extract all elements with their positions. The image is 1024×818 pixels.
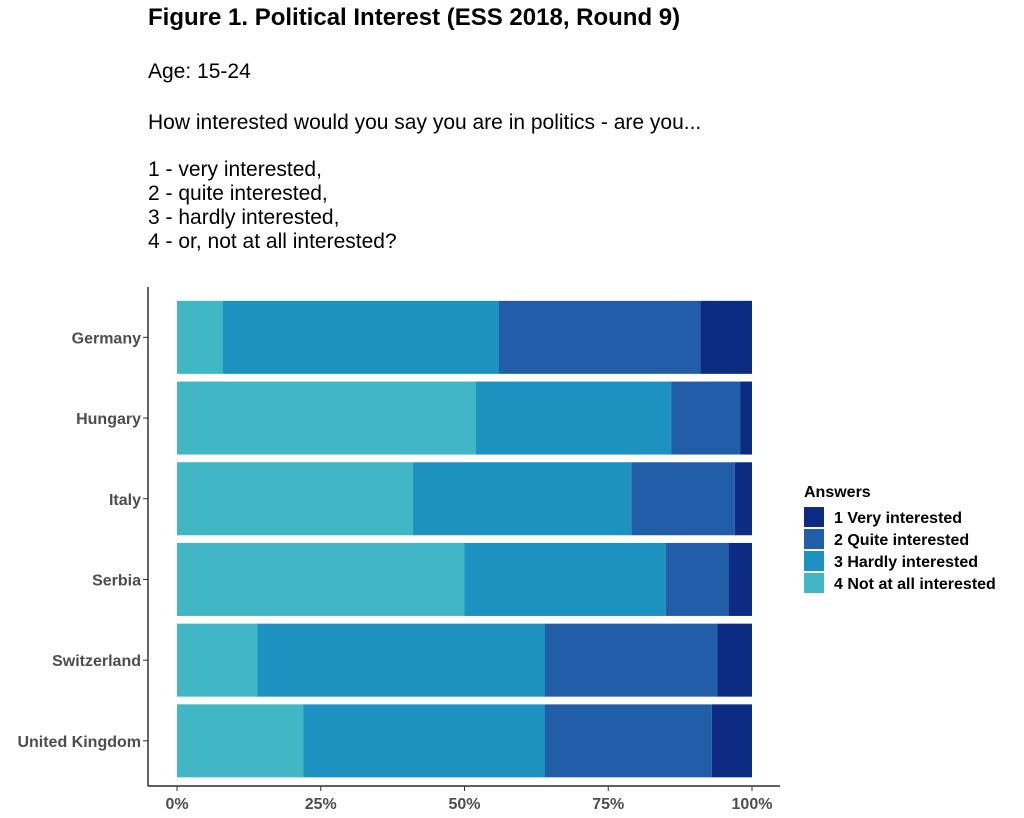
legend-swatch-2-quite-interested xyxy=(804,529,824,549)
bar-italy-2-quite-interested xyxy=(631,462,735,536)
bar-united-kingdom-4-not-at-all-interested xyxy=(177,704,304,778)
bar-germany-1-very-interested xyxy=(700,300,752,374)
option-line-4: 4 - or, not at all interested? xyxy=(148,230,397,253)
legend-label-2-quite-interested: 2 Quite interested xyxy=(834,532,969,549)
bar-switzerland-1-very-interested xyxy=(717,623,752,697)
x-tick-label-75: 75% xyxy=(592,796,624,813)
legend-swatch-1-very-interested xyxy=(804,507,824,527)
x-tick-label-100: 100% xyxy=(732,796,773,813)
bar-hungary-3-hardly-interested xyxy=(476,381,672,455)
bar-hungary-1-very-interested xyxy=(740,381,752,455)
legend-label-3-hardly-interested: 3 Hardly interested xyxy=(834,554,978,571)
bar-italy-3-hardly-interested xyxy=(412,462,632,536)
bar-united-kingdom-2-quite-interested xyxy=(545,704,712,778)
bar-serbia-4-not-at-all-interested xyxy=(177,542,465,616)
bar-switzerland-4-not-at-all-interested xyxy=(177,623,258,697)
bar-serbia-2-quite-interested xyxy=(665,542,729,616)
bar-united-kingdom-1-very-interested xyxy=(711,704,752,778)
bar-italy-4-not-at-all-interested xyxy=(177,462,413,536)
bar-germany-2-quite-interested xyxy=(499,300,701,374)
y-tick-label-hungary: Hungary xyxy=(76,411,141,428)
y-tick-label-serbia: Serbia xyxy=(92,572,141,589)
y-tick-label-germany: Germany xyxy=(72,330,141,347)
age-subtitle: Age: 15-24 xyxy=(148,60,251,83)
legend-swatch-4-not-at-all-interested xyxy=(804,573,824,593)
bar-switzerland-3-hardly-interested xyxy=(257,623,545,697)
legend-swatch-3-hardly-interested xyxy=(804,551,824,571)
bar-italy-1-very-interested xyxy=(734,462,752,536)
y-tick-label-switzerland: Switzerland xyxy=(52,653,141,670)
y-tick-label-united-kingdom: United Kingdom xyxy=(17,734,141,751)
x-tick-label-25: 25% xyxy=(305,796,337,813)
question-text: How interested would you say you are in … xyxy=(148,111,702,134)
bar-united-kingdom-3-hardly-interested xyxy=(303,704,545,778)
bar-germany-4-not-at-all-interested xyxy=(177,300,223,374)
bar-serbia-3-hardly-interested xyxy=(464,542,666,616)
figure-title: Figure 1. Political Interest (ESS 2018, … xyxy=(148,4,681,31)
x-tick-label-0: 0% xyxy=(165,796,188,813)
option-line-1: 1 - very interested, xyxy=(148,158,322,181)
bar-hungary-2-quite-interested xyxy=(671,381,741,455)
x-tick-label-50: 50% xyxy=(448,796,480,813)
option-line-2: 2 - quite interested, xyxy=(148,182,328,205)
legend-label-1-very-interested: 1 Very interested xyxy=(834,510,962,527)
bar-hungary-4-not-at-all-interested xyxy=(177,381,476,455)
bar-switzerland-2-quite-interested xyxy=(545,623,718,697)
bar-germany-3-hardly-interested xyxy=(223,300,499,374)
y-tick-label-italy: Italy xyxy=(109,492,141,509)
option-line-3: 3 - hardly interested, xyxy=(148,206,340,229)
legend-title: Answers xyxy=(804,484,871,501)
bar-serbia-1-very-interested xyxy=(729,542,752,616)
legend-label-4-not-at-all-interested: 4 Not at all interested xyxy=(834,576,996,593)
